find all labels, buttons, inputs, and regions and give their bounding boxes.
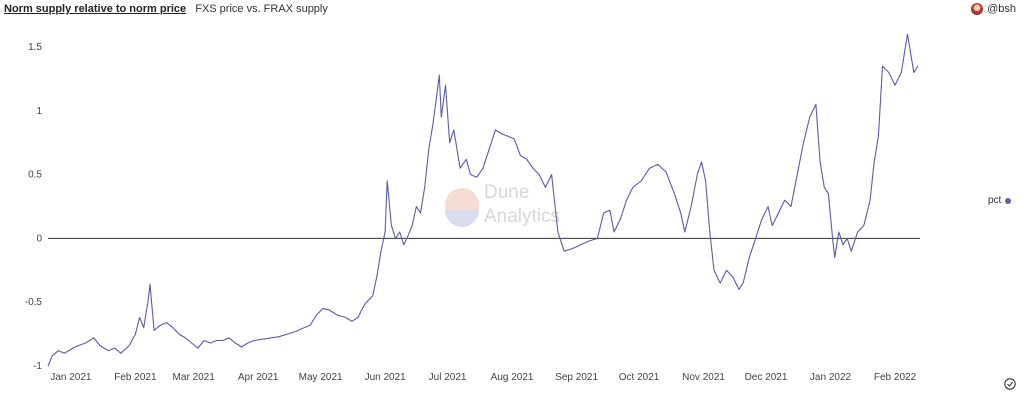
x-tick-label: Aug 2021 — [491, 372, 534, 383]
x-tick-label: Jan 2021 — [50, 372, 92, 383]
x-tick-label: May 2021 — [299, 372, 343, 383]
x-tick-label: Jun 2021 — [365, 372, 407, 383]
legend-label-pct: pct — [988, 195, 1002, 206]
x-tick-label: Mar 2021 — [173, 372, 216, 383]
y-tick-label: 0 — [36, 233, 42, 244]
watermark-logo-top — [445, 188, 479, 222]
y-tick-label: -0.5 — [25, 297, 43, 308]
y-tick-label: 1.5 — [28, 42, 42, 53]
x-tick-label: Nov 2021 — [682, 372, 725, 383]
x-tick-label: Apr 2021 — [238, 372, 279, 383]
author-handle: @bsh — [987, 3, 1016, 15]
x-tick-label: Sep 2021 — [555, 372, 598, 383]
watermark-line1: Dune — [484, 182, 529, 203]
watermark-logo-bottom — [445, 210, 479, 227]
x-tick-label: Feb 2021 — [114, 372, 157, 383]
x-tick-label: Jan 2022 — [810, 372, 852, 383]
legend[interactable]: pct — [988, 195, 1012, 206]
chart-subtitle: FXS price vs. FRAX supply — [195, 3, 328, 15]
avatar-icon — [971, 3, 984, 15]
watermark-line2: Analytics — [484, 206, 560, 227]
y-axis: -1 -0.5 0 0.5 1 1.5 — [25, 42, 43, 372]
x-tick-label: Feb 2022 — [874, 372, 917, 383]
x-tick-label: Jul 2021 — [429, 372, 467, 383]
chart-title-link[interactable]: Norm supply relative to norm price — [4, 3, 187, 15]
y-tick-label: 0.5 — [28, 170, 42, 181]
x-axis: Jan 2021 Feb 2021 Mar 2021 Apr 2021 May 2021… — [50, 372, 916, 383]
y-tick-label: -1 — [33, 361, 42, 372]
chart-header: Norm supply relative to norm price FXS p… — [4, 3, 328, 15]
check-circle-icon[interactable] — [1004, 377, 1016, 395]
x-tick-label: Dec 2021 — [745, 372, 788, 383]
watermark: Dune Analytics — [445, 182, 560, 227]
author-badge[interactable]: @bsh — [971, 3, 1016, 15]
legend-dot — [1005, 197, 1012, 204]
x-tick-label: Oct 2021 — [619, 372, 660, 383]
series-line-pct — [47, 33, 919, 367]
y-tick-label: 1 — [36, 106, 42, 117]
